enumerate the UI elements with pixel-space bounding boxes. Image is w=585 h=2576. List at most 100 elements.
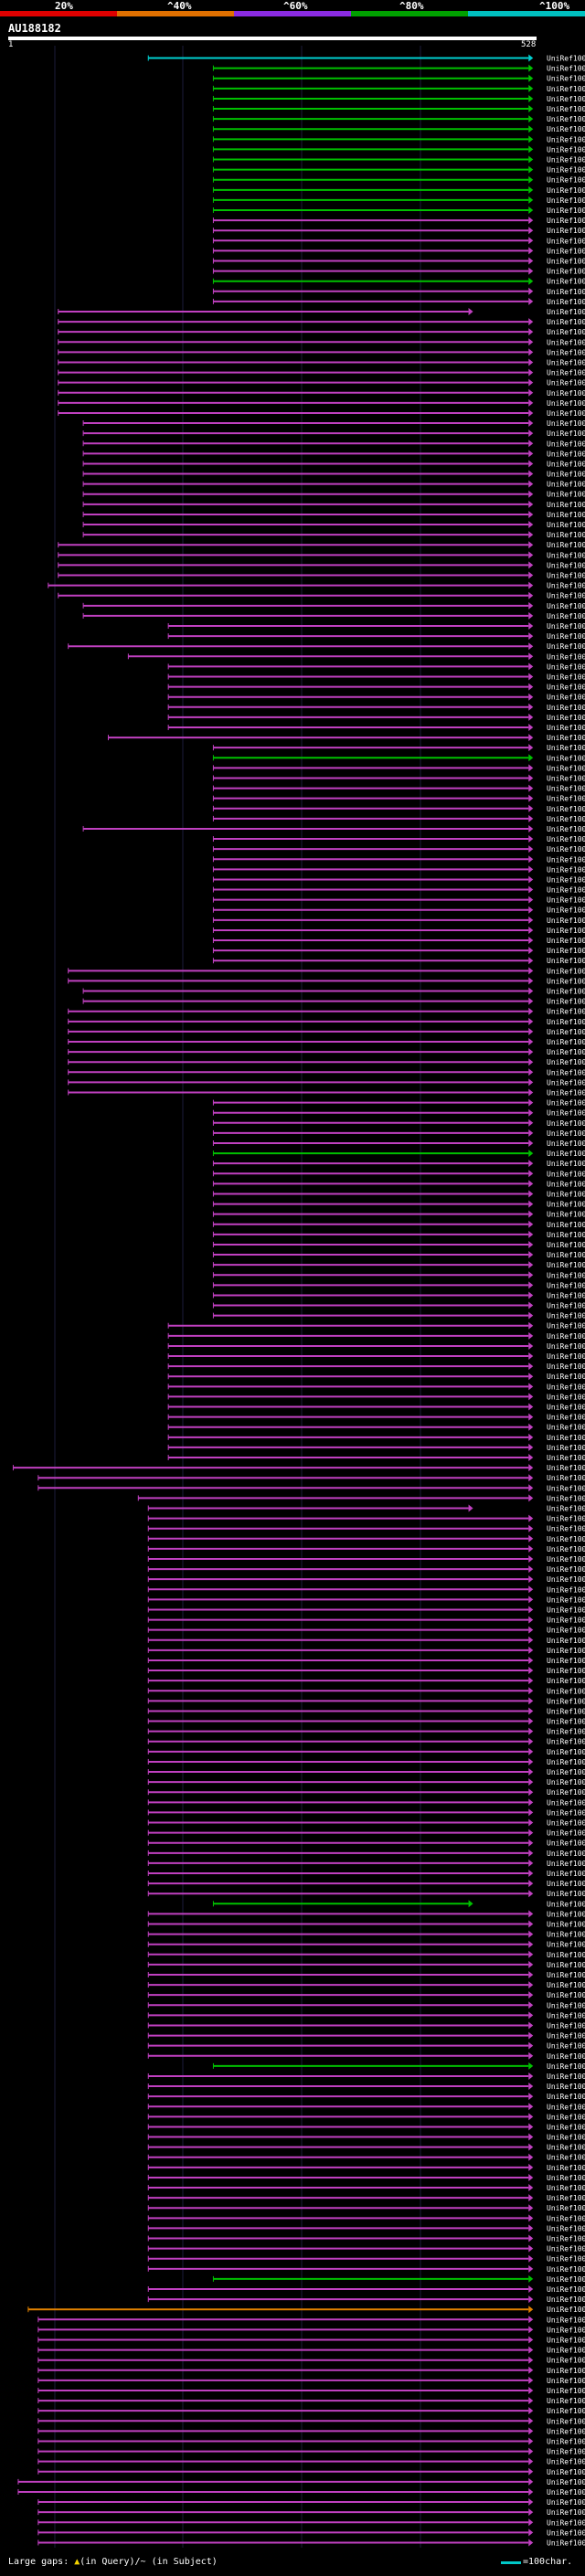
hit-label[interactable]: UniRef100_Q0I9G4: [547, 2052, 585, 2061]
hit-label[interactable]: UniRef100_B1XDA0: [547, 2357, 585, 2365]
hit-label[interactable]: UniRef100_Q3MB21: [547, 399, 585, 408]
hit-label[interactable]: UniRef100_P14879: [547, 917, 585, 925]
hit-label[interactable]: UniRef100_B7KLW7: [547, 1281, 585, 1289]
hit-label[interactable]: UniRef100_Q3AMH3: [547, 1798, 585, 1807]
hit-label[interactable]: UniRef100_B2BN85: [547, 379, 585, 387]
hit-label[interactable]: UniRef100_B8HR80: [547, 1271, 585, 1279]
hit-label[interactable]: UniRef100_Q7NL55: [547, 2528, 585, 2537]
hit-label[interactable]: UniRef100_Q44113: [547, 896, 585, 905]
hit-label[interactable]: UniRef100_Q0CKB3: [547, 247, 585, 255]
hit-label[interactable]: UniRef100_B7XXL7: [547, 65, 585, 73]
hit-label[interactable]: UniRef100_C7QTB5: [547, 663, 585, 671]
hit-label[interactable]: UniRef100_Q2JNH4: [547, 2154, 585, 2162]
hit-label[interactable]: UniRef100_A5GVP4: [547, 1637, 585, 1645]
hit-label[interactable]: UniRef100_Q4C9H1: [547, 1971, 585, 1979]
hit-label[interactable]: UniRef100_C7QT11: [547, 1048, 585, 1056]
hit-label[interactable]: UniRef100_Q7UAR4: [547, 308, 585, 316]
hit-label[interactable]: UniRef100_Q1XDM4: [547, 2062, 585, 2071]
hit-label[interactable]: UniRef100_Q0CK85: [547, 1870, 585, 1878]
hit-label[interactable]: UniRef100_A5G142: [547, 2032, 585, 2041]
hit-label[interactable]: UniRef100_Q7UBX5: [547, 1768, 585, 1776]
hit-label[interactable]: UniRef100_Q7NL61: [547, 875, 585, 884]
hit-label[interactable]: UniRef100_P05181: [547, 2448, 585, 2456]
hit-label[interactable]: UniRef100_B2BN95: [547, 845, 585, 853]
hit-label[interactable]: UniRef100_Q2VVE4: [547, 2164, 585, 2172]
hit-label[interactable]: UniRef100_Q0CKC4: [547, 1860, 585, 1868]
hit-label[interactable]: UniRef100_B7XLW8: [547, 95, 585, 103]
hit-label[interactable]: UniRef100_A8UKJ2: [547, 1302, 585, 1310]
hit-label[interactable]: UniRef100_Q51PX4: [547, 1312, 585, 1320]
hit-label[interactable]: UniRef100_Q2VVU5: [547, 774, 585, 782]
hit-label[interactable]: UniRef100_B4WNB5: [547, 2508, 585, 2517]
hit-label[interactable]: UniRef100_Q7UAR5: [547, 166, 585, 175]
hit-label[interactable]: UniRef100_P31329: [547, 1788, 585, 1797]
hit-label[interactable]: UniRef100_Q1XDM1: [547, 2072, 585, 2081]
hit-label[interactable]: UniRef100_B4WQJ2: [547, 1150, 585, 1158]
hit-label[interactable]: UniRef100_B8HR75: [547, 977, 585, 985]
hit-label[interactable]: UniRef100_B2BN84: [547, 2539, 585, 2547]
hit-label[interactable]: UniRef100_B2CSE4: [547, 785, 585, 793]
hit-label[interactable]: UniRef100_Q3MFA6: [547, 1728, 585, 1736]
hit-label[interactable]: UniRef100_Q3KZM9: [547, 1961, 585, 1969]
hit-label[interactable]: UniRef100_Q51PX5: [547, 1404, 585, 1412]
hit-label[interactable]: UniRef100_B2J036: [547, 2337, 585, 2345]
hit-label[interactable]: UniRef100_B1WTY9: [547, 714, 585, 722]
hit-label[interactable]: UniRef100_B2BNA0: [547, 795, 585, 803]
hit-label[interactable]: UniRef100_B2BN76: [547, 358, 585, 366]
hit-label[interactable]: UniRef100_Q01CT3: [547, 572, 585, 580]
hit-label[interactable]: UniRef100_Q3B1J7: [547, 632, 585, 641]
hit-label[interactable]: UniRef100_Q4CEE9: [547, 145, 585, 154]
hit-label[interactable]: UniRef100_Q3KZM5: [547, 1900, 585, 1908]
hit-label[interactable]: UniRef100_Q4BS99: [547, 2113, 585, 2121]
hit-label[interactable]: UniRef100_A5GKD8: [547, 1647, 585, 1655]
hit-label[interactable]: UniRef100_B4W025: [547, 268, 585, 276]
hit-label[interactable]: UniRef100_Q3AKG4: [547, 2144, 585, 2152]
hit-label[interactable]: UniRef100_B2BNA2: [547, 419, 585, 428]
hit-label[interactable]: UniRef100_Q68973: [547, 2184, 585, 2192]
hit-label[interactable]: UniRef100_P20420: [547, 1028, 585, 1036]
hit-label[interactable]: UniRef100_Q3AKE5: [547, 227, 585, 235]
hit-label[interactable]: UniRef100_Q4C208: [547, 318, 585, 326]
hit-label[interactable]: UniRef100_B2BN67: [547, 612, 585, 620]
hit-label[interactable]: UniRef100_Q05287: [547, 1545, 585, 1553]
hit-label[interactable]: UniRef100_A3IMR4: [547, 2275, 585, 2284]
hit-label[interactable]: UniRef100_Q7NH19: [547, 1362, 585, 1371]
hit-label[interactable]: UniRef100_Q01CT4: [547, 1585, 585, 1594]
hit-label[interactable]: UniRef100_Q3MAD3: [547, 541, 585, 549]
hit-label[interactable]: UniRef100_B4WQJ3: [547, 744, 585, 752]
hit-label[interactable]: UniRef100_Q02165: [547, 2011, 585, 2019]
hit-label[interactable]: UniRef100_P0Y178: [547, 1129, 585, 1138]
hit-label[interactable]: UniRef100_A5GTS7: [547, 1829, 585, 1838]
hit-label[interactable]: UniRef100_B2BN79: [547, 511, 585, 519]
hit-label[interactable]: UniRef100_B2BN94: [547, 602, 585, 610]
hit-label[interactable]: UniRef100_Q9Z4W0: [547, 2224, 585, 2232]
hit-label[interactable]: UniRef100_P52953: [547, 1434, 585, 1442]
hit-label[interactable]: UniRef100_B4VWT1: [547, 1018, 585, 1026]
hit-label[interactable]: UniRef100_A3Z9Z6: [547, 1484, 585, 1492]
hit-label[interactable]: UniRef100_P11400: [547, 2083, 585, 2091]
hit-label[interactable]: UniRef100_Q4C7Q6: [547, 1373, 585, 1381]
hit-label[interactable]: UniRef100_B4W061: [547, 1474, 585, 1482]
hit-label[interactable]: UniRef100_Q7NGF2: [547, 1160, 585, 1168]
hit-label[interactable]: UniRef100_B7KXL6: [547, 1119, 585, 1128]
hit-label[interactable]: UniRef100_B2BN97: [547, 491, 585, 499]
hit-label[interactable]: UniRef100_A5G131: [547, 217, 585, 225]
hit-label[interactable]: UniRef100_Q05NW7: [547, 1099, 585, 1108]
hit-label[interactable]: UniRef100_A4CSF3: [547, 389, 585, 398]
hit-label[interactable]: UniRef100_P11404: [547, 1494, 585, 1502]
hit-label[interactable]: UniRef100_Q3AKC0: [547, 1617, 585, 1625]
hit-label[interactable]: UniRef100_A3IV19: [547, 1109, 585, 1118]
hit-label[interactable]: UniRef100_P11398: [547, 531, 585, 539]
hit-label[interactable]: UniRef100_Q05277: [547, 2214, 585, 2222]
hit-label[interactable]: UniRef100_Q9TL56: [547, 2427, 585, 2435]
hit-label[interactable]: UniRef100_B1X5L5: [547, 2437, 585, 2445]
hit-label[interactable]: UniRef100_A5G1Q9: [547, 460, 585, 468]
hit-label[interactable]: UniRef100_Q7NL64: [547, 642, 585, 651]
hit-label[interactable]: UniRef100_B8HTA3: [547, 957, 585, 965]
hit-label[interactable]: UniRef100_B2BN83: [547, 429, 585, 438]
hit-label[interactable]: UniRef100_Q5Z085: [547, 176, 585, 185]
hit-label[interactable]: UniRef100_P51MF3: [547, 2498, 585, 2507]
hit-label[interactable]: UniRef100_Q3MBV2: [547, 2316, 585, 2324]
hit-label[interactable]: UniRef100_P29669: [547, 2387, 585, 2395]
hit-label[interactable]: UniRef100_B2BN68: [547, 1180, 585, 1188]
